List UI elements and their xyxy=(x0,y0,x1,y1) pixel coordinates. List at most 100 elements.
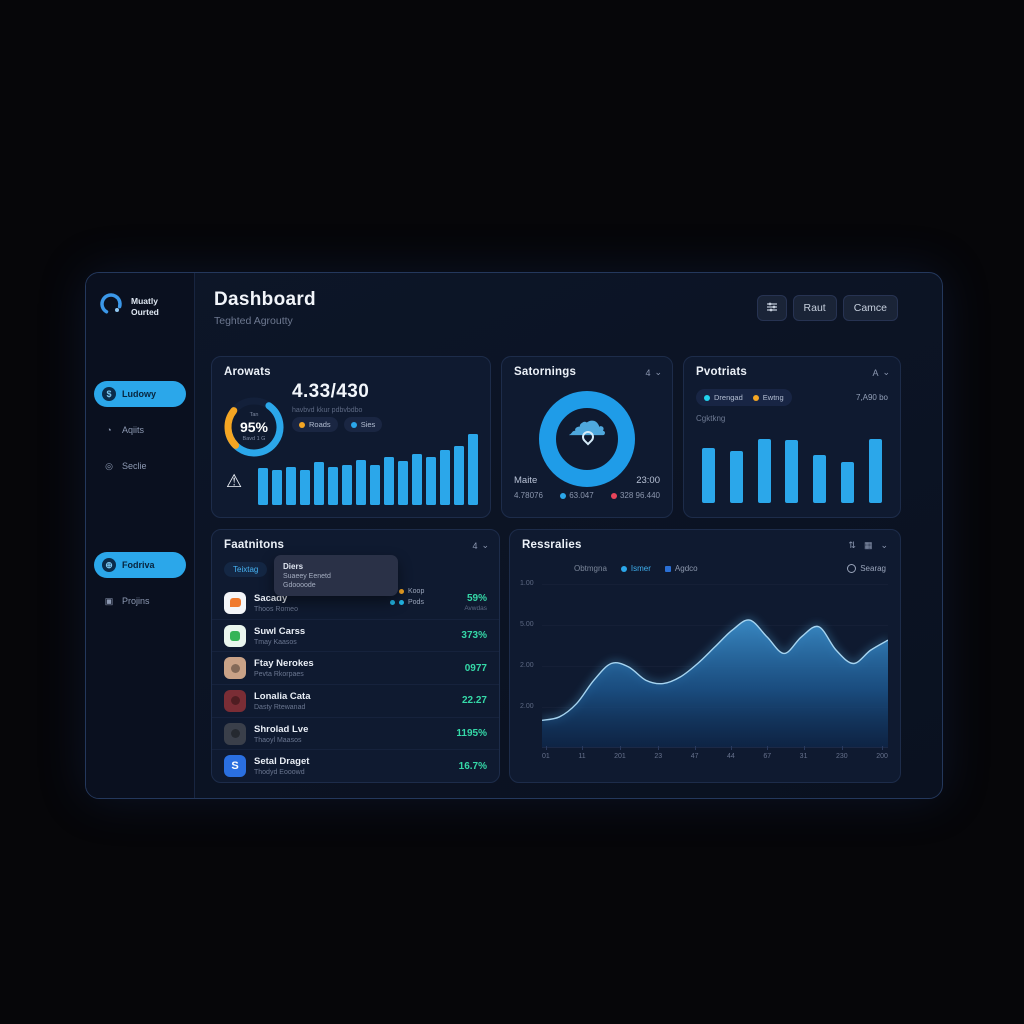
gauge-labels: Tan 95% Bavd 1 G xyxy=(222,395,286,459)
card-title: Ressralies xyxy=(522,539,582,551)
legend-dot-icon xyxy=(752,394,759,401)
bar xyxy=(440,450,450,505)
filter-button[interactable] xyxy=(756,295,787,321)
sidebar-item-label: Projins xyxy=(122,596,150,606)
item-value: 373% xyxy=(461,630,487,641)
dashboard-panel: Muatly Ourted $ Ludowy ◔ Aqiits ◎ Seclie ⊕ Fod… xyxy=(85,272,943,799)
legend-dot-icon xyxy=(390,600,395,605)
legend-label: Drengad xyxy=(714,393,743,402)
bar xyxy=(813,455,827,503)
footer-left-label: Maite xyxy=(514,475,538,486)
red-dot-icon xyxy=(610,492,617,499)
item-subtitle: Thaoyl Maasos xyxy=(254,736,302,744)
list-item[interactable]: S Setal Draget Thodyd Eooowd 16.7% xyxy=(212,749,499,782)
legend-label: Pods xyxy=(408,599,424,606)
item-subtitle: Pevta Rkorpaes xyxy=(254,671,304,679)
chart-legend: Roads Sies xyxy=(292,417,383,432)
cloud-icon: ☁ xyxy=(567,400,607,444)
card-title: Arowats xyxy=(224,366,271,378)
filter-icon xyxy=(766,302,778,315)
x-tick-label: 200 xyxy=(876,746,888,760)
card-dropdown[interactable]: 4 ⌄ xyxy=(645,367,662,378)
raut-button[interactable]: Raut xyxy=(792,295,837,321)
bar xyxy=(702,448,715,503)
legend-dot-icon xyxy=(350,421,357,428)
item-value: 0977 xyxy=(464,662,487,674)
filter-tag[interactable]: Teixtag xyxy=(224,562,268,577)
list-item[interactable]: Shrolad Lve Thaoyl Maasos 1195% xyxy=(212,716,499,750)
x-tick-label: 47 xyxy=(690,746,699,760)
apps-icon xyxy=(224,624,246,647)
list-item[interactable]: Sacady Thoos Romeo 59% Avwdas xyxy=(212,587,499,619)
legend-item: Pods xyxy=(390,599,424,606)
card-title: Faatnitons xyxy=(224,539,285,551)
bar xyxy=(454,445,464,505)
grid-icon[interactable]: ▦ xyxy=(863,540,873,550)
chart-legend: Drengad Ewtng xyxy=(696,389,792,406)
item-name: Ftay Nerokes xyxy=(254,658,314,670)
list-item[interactable]: Lonalia Cata Dasty Rtewanad 22.27 xyxy=(212,684,499,717)
card-arowats: Arowats Tan 95% Bavd 1 G 4.33/430 havbvd… xyxy=(211,356,491,518)
item-value: 1195% xyxy=(456,728,487,740)
bar xyxy=(785,440,799,503)
item-subtitle: Thoos Romeo xyxy=(254,605,298,613)
sidebar-item-seclie[interactable]: ◎ Seclie xyxy=(94,453,186,479)
x-tick-label: 201 xyxy=(614,746,626,760)
ring-footer-labels: Maite 23:00 xyxy=(514,475,660,486)
page-subtitle: Teghted Agroutty xyxy=(214,315,293,327)
item-subtitle: Dasty Rtewanad xyxy=(254,703,306,711)
stat-red: 328 96.440 xyxy=(610,491,660,500)
sidebar-item-aqiits[interactable]: ◔ Aqiits xyxy=(94,417,186,443)
list-item[interactable]: Ftay Nerokes Pevta Rkorpaes 0977 xyxy=(212,651,499,684)
y-tick-label: 5.00 xyxy=(520,621,534,628)
legend-item[interactable]: Searag xyxy=(847,564,886,573)
x-axis-line xyxy=(542,747,888,748)
sidebar-item-projins[interactable]: ▣ Projins xyxy=(94,588,186,614)
bell-icon: ◔ xyxy=(106,424,112,435)
item-subtitle: Tmay Kaasos xyxy=(254,638,297,646)
y-tick-label: 2.00 xyxy=(520,662,534,669)
card-toolbar: ⇅ ▦ ⌄ xyxy=(848,540,888,551)
x-tick-label: 01 xyxy=(542,746,550,760)
sort-icon[interactable]: ⇅ xyxy=(848,540,856,550)
metric-list: Sacady Thoos Romeo 59% Avwdas Suwl Carss Tmay… xyxy=(212,587,499,782)
stat-blue: 63.047 xyxy=(560,491,594,500)
sidebar-item-fodriva[interactable]: ⊕ Fodriva xyxy=(94,552,186,578)
card-dropdown[interactable]: 4 ⌄ xyxy=(472,540,489,551)
chevron-down-icon: ⌄ xyxy=(654,367,662,377)
card-title: Pvotriats xyxy=(696,366,748,378)
bar xyxy=(300,470,310,505)
avatar-red-icon xyxy=(224,689,246,712)
list-item[interactable]: Suwl Carss Tmay Kaasos 373% xyxy=(212,618,499,652)
card-dropdown[interactable]: A ⌄ xyxy=(872,367,890,378)
sidebar-item-ludowy[interactable]: $ Ludowy xyxy=(94,381,186,407)
legend-item[interactable]: Ismer xyxy=(620,564,651,573)
gauge-value: 95% xyxy=(239,419,269,435)
legend-item[interactable]: Agdco xyxy=(664,564,698,573)
chevron-down-icon: ⌄ xyxy=(882,367,890,377)
warning-icon: ⚠ xyxy=(226,471,243,491)
legend-item[interactable]: Obtmgna xyxy=(574,564,607,573)
area-chart-legend: Obtmgna Ismer Agdco Searag xyxy=(574,564,886,573)
chevron-down-icon[interactable]: ⌄ xyxy=(880,540,888,550)
bar xyxy=(468,434,478,505)
legend-dot-icon xyxy=(299,421,305,428)
blue-square-icon xyxy=(664,565,671,572)
gauge-donut-chart xyxy=(224,397,284,457)
tooltip: Diers Suaeey Eenetd Gdoooode xyxy=(274,555,398,596)
bar xyxy=(286,466,296,505)
bar xyxy=(384,457,394,505)
card-ressralies: Ressralies ⇅ ▦ ⌄ Obtmgna Ismer Agdco Sea… xyxy=(509,529,901,783)
item-value-subtitle: Avwdas xyxy=(464,605,487,613)
x-tick-label: 11 xyxy=(578,746,586,760)
bar xyxy=(757,438,771,503)
item-name: Sacady xyxy=(254,592,288,604)
legend-label: Ewtng xyxy=(762,393,784,402)
app-logo[interactable]: Muatly Ourted xyxy=(98,291,159,322)
bar xyxy=(841,462,855,503)
x-tick-label: 23 xyxy=(654,746,663,760)
legend-label: Roads xyxy=(309,420,331,429)
dollar-circle-icon: $ xyxy=(102,387,116,401)
y-tick-label: 2.00 xyxy=(520,703,534,710)
camce-button[interactable]: Camce xyxy=(842,295,898,321)
